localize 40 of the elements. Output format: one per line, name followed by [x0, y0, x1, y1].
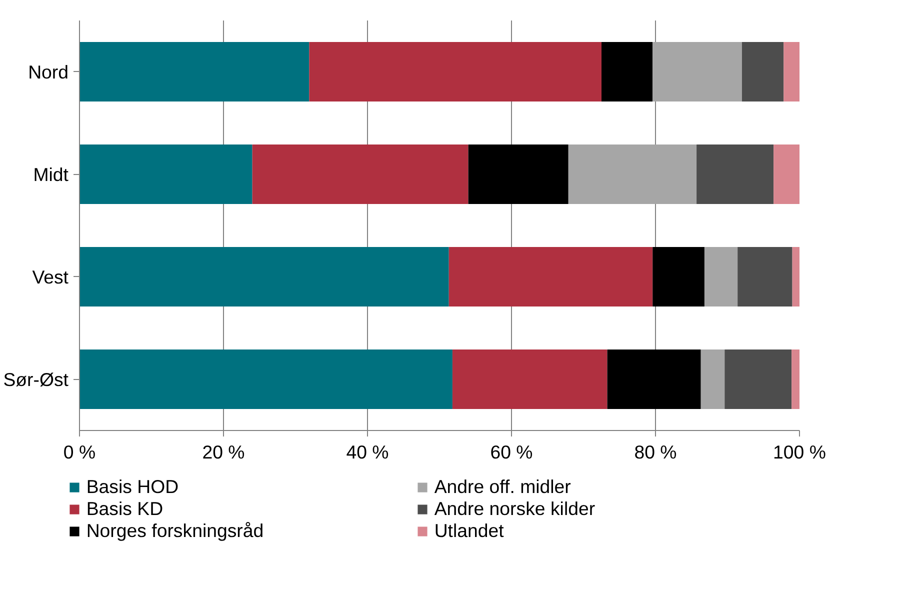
bar [309, 42, 602, 102]
bar [602, 42, 653, 102]
bar [452, 350, 608, 409]
y-tick-label: Nord [28, 61, 68, 82]
bar [80, 144, 252, 204]
bar [468, 144, 568, 204]
bar [652, 42, 742, 102]
x-tick-label: 40 % [346, 442, 389, 462]
legend-label: Utlandet [434, 520, 505, 542]
bar [80, 247, 449, 306]
bar [652, 247, 704, 306]
bar [724, 350, 792, 409]
bar [742, 42, 784, 102]
bar [774, 144, 800, 204]
x-tick-label: 80 % [634, 442, 677, 462]
bar [448, 247, 653, 306]
legend-label: Andre norske kilder [434, 498, 596, 520]
bar [700, 350, 725, 409]
x-tick-label: 100 % [773, 442, 826, 462]
bar [792, 350, 800, 409]
bar [80, 350, 452, 409]
legend-label: Norges forskningsråd [86, 520, 265, 542]
legend-label: Basis HOD [86, 476, 180, 498]
y-tick-label: Vest [32, 266, 70, 288]
y-tick-label: Sør-Øst [3, 368, 70, 390]
legend-label: Andre off. midler [434, 476, 572, 498]
bar [80, 42, 310, 102]
x-tick-label: 20 % [202, 442, 245, 462]
x-tick-label: 60 % [490, 442, 533, 462]
bar [607, 350, 701, 409]
y-tick-label: Midt [33, 164, 70, 185]
legend-label: Basis KD [86, 498, 164, 520]
x-tick-label: 0 % [63, 442, 96, 462]
bar [784, 42, 800, 102]
bar [738, 247, 792, 306]
bar [704, 247, 738, 306]
bar [696, 144, 774, 204]
bar [252, 144, 468, 204]
bar [792, 247, 800, 306]
bar [568, 144, 697, 204]
